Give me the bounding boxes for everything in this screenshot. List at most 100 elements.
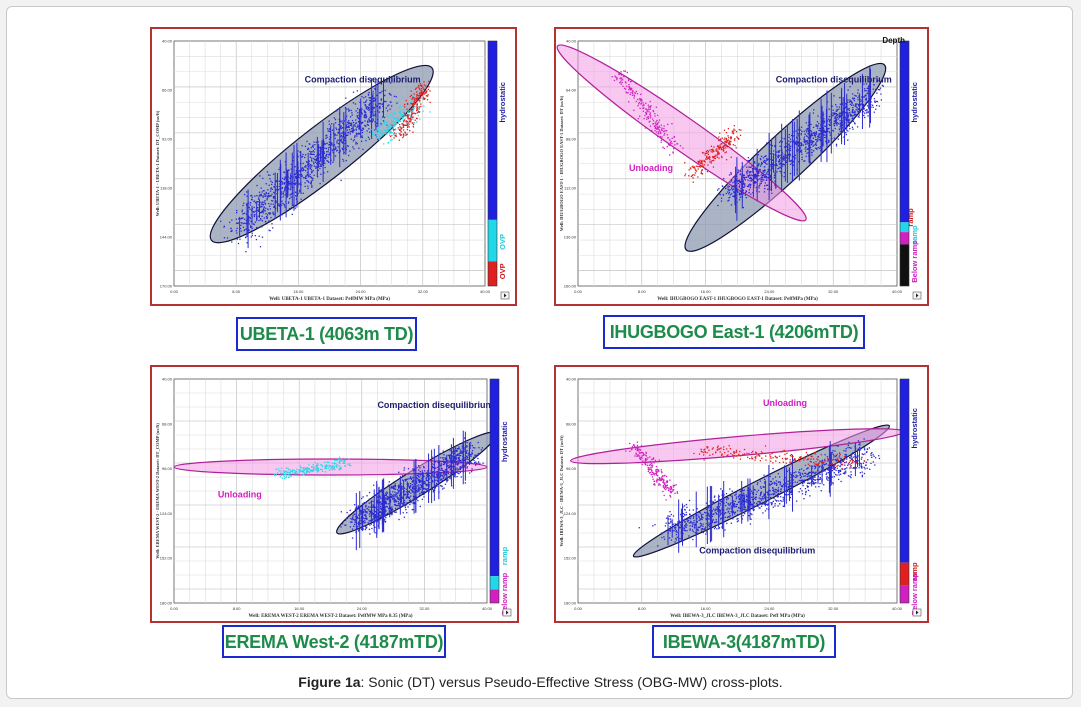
color-scale-bar bbox=[487, 40, 498, 287]
annotation-label: Unloading bbox=[629, 163, 673, 173]
annotation-label: Compaction disequilibrium bbox=[377, 400, 493, 410]
y-axis-label: Well: EREMA WEST-2 - EREMA WEST-2 Datase… bbox=[155, 423, 160, 559]
scale-label: OVP bbox=[498, 263, 507, 279]
series-points bbox=[716, 65, 884, 221]
scale-label: ramp bbox=[500, 546, 509, 565]
annotation-label: Compaction disequilibrium bbox=[305, 75, 421, 85]
scale-label: OVP bbox=[498, 234, 507, 250]
x-axis-label: Well: UBETA-1 UBETA-1 Dataset: PeffMW MP… bbox=[269, 297, 390, 302]
x-tick-label: 32.00 bbox=[419, 606, 430, 611]
x-tick-label: 24.00 bbox=[357, 606, 368, 611]
scale-label: hydrostatic bbox=[910, 408, 919, 448]
annotation-label: Compaction disequilibrium bbox=[699, 546, 815, 556]
series-points bbox=[273, 456, 352, 480]
y-tick-label: 88.00 bbox=[566, 137, 577, 142]
x-tick-label: 0.00 bbox=[574, 289, 583, 294]
y-tick-label: 170.00 bbox=[160, 284, 173, 289]
y-tick-label: 68.00 bbox=[566, 421, 577, 426]
x-tick-label: 16.00 bbox=[294, 606, 305, 611]
series-points bbox=[340, 430, 484, 551]
x-tick-label: 40.00 bbox=[892, 606, 903, 611]
y-tick-label: 152.00 bbox=[160, 556, 173, 561]
y-tick-label: 66.00 bbox=[162, 88, 173, 93]
figure-caption: Figure 1a: Sonic (DT) versus Pseudo-Effe… bbox=[0, 674, 1081, 690]
scale-label: hydrostatic bbox=[910, 82, 919, 122]
y-tick-label: 124.00 bbox=[160, 511, 173, 516]
scale-label: Below ramp bbox=[910, 572, 919, 615]
color-scale-bar bbox=[899, 378, 910, 604]
x-tick-label: 40.00 bbox=[482, 606, 493, 611]
y-tick-label: 92.00 bbox=[162, 137, 173, 142]
caption-prefix: Figure 1a bbox=[298, 674, 361, 690]
x-tick-label: 40.00 bbox=[892, 289, 903, 294]
y-tick-label: 64.00 bbox=[566, 88, 577, 93]
x-tick-label: 8.00 bbox=[638, 606, 647, 611]
chevron-right-icon bbox=[916, 610, 919, 615]
chart-panel-ihugbogo-east-1: Compaction disequilibrium Unloading 0.00 8.… bbox=[554, 27, 929, 306]
y-tick-label: 144.00 bbox=[160, 235, 173, 240]
chart-panel-ubeta-1: Compaction disequilibrium 0.00 8.00 16.00 24… bbox=[150, 27, 517, 306]
caption-text: : Sonic (DT) versus Pseudo-Effective Str… bbox=[360, 674, 783, 690]
x-tick-label: 32.00 bbox=[828, 289, 839, 294]
y-tick-label: 40.00 bbox=[566, 377, 577, 382]
x-tick-label: 24.00 bbox=[356, 289, 367, 294]
y-tick-label: 40.00 bbox=[162, 39, 173, 44]
y-axis-label: Well: UBETA-1 - UBETA-1 Dataset: DT_COMP… bbox=[155, 110, 160, 216]
series-points bbox=[693, 445, 866, 470]
series-points bbox=[625, 441, 679, 501]
scale-label: ramp bbox=[906, 208, 915, 227]
series-points bbox=[389, 80, 431, 141]
y-tick-label: 152.00 bbox=[564, 556, 577, 561]
annotation-ellipse-unloading bbox=[173, 458, 488, 476]
x-tick-label: 8.00 bbox=[638, 289, 647, 294]
y-tick-label: 136.00 bbox=[564, 235, 577, 240]
scale-label: hydrostatic bbox=[498, 82, 507, 122]
x-tick-label: 40.00 bbox=[480, 289, 491, 294]
series-points bbox=[611, 70, 684, 156]
series-points bbox=[638, 438, 881, 553]
annotation-label: Unloading bbox=[218, 490, 262, 500]
scale-label: hydrostatic bbox=[500, 422, 509, 462]
chart-svg: Compaction disequilibrium 0.00 8.00 16.00 24… bbox=[155, 39, 510, 302]
scale-label: Below ramp bbox=[500, 572, 509, 615]
annotation-label: Compaction disequilibrium bbox=[776, 75, 892, 85]
chart-title-ihugbogo-east-1: IHUGBOGO East-1 (4206mTD) bbox=[603, 315, 865, 349]
x-tick-label: 24.00 bbox=[764, 289, 775, 294]
chart-title-erema-west-2: EREMA West-2 (4187mTD) bbox=[222, 625, 446, 658]
x-tick-label: 16.00 bbox=[701, 289, 712, 294]
y-tick-label: 96.00 bbox=[566, 466, 577, 471]
y-axis-label: Well: IBEWA-3_JLC - IBEWA-3_JLC Dataset:… bbox=[559, 435, 564, 547]
scale-label: ramp bbox=[910, 225, 919, 244]
chart-title-ibewa-3: IBEWA-3(4187mTD) bbox=[652, 625, 836, 658]
y-tick-label: 112.00 bbox=[564, 186, 577, 191]
grid bbox=[174, 379, 487, 603]
y-tick-label: 180.00 bbox=[564, 601, 577, 606]
x-axis-label: Well: EREMA WEST-2 EREMA WEST-2 Dataset:… bbox=[248, 614, 412, 619]
x-tick-label: 32.00 bbox=[418, 289, 429, 294]
y-tick-label: 40.00 bbox=[566, 39, 577, 44]
y-tick-label: 96.00 bbox=[162, 466, 173, 471]
x-tick-label: 24.00 bbox=[764, 606, 775, 611]
y-tick-label: 40.00 bbox=[162, 377, 173, 382]
x-axis-label: Well: IBEWA-3_JLC IBEWA-3_JLC Dataset: P… bbox=[670, 614, 805, 619]
chart-svg: Compaction disequilibrium Unloading 0.00 8.… bbox=[155, 377, 512, 619]
x-tick-label: 8.00 bbox=[233, 606, 242, 611]
y-tick-label: 68.00 bbox=[162, 421, 173, 426]
y-tick-label: 160.00 bbox=[564, 284, 577, 289]
y-axis-label: Well: IHUGBOGO EAST-1 - IHUGBOGO EAST-1 … bbox=[559, 95, 564, 231]
chart-panel-erema-west-2: Compaction disequilibrium Unloading 0.00 8.… bbox=[150, 365, 519, 623]
chevron-right-icon bbox=[506, 610, 509, 615]
y-tick-label: 124.00 bbox=[564, 511, 577, 516]
legend-title: Depth bbox=[882, 36, 905, 45]
x-tick-label: 16.00 bbox=[293, 289, 304, 294]
scale-label: ramp bbox=[910, 562, 919, 581]
chevron-right-icon bbox=[504, 293, 507, 298]
x-tick-label: 32.00 bbox=[828, 606, 839, 611]
series-points bbox=[219, 78, 398, 253]
x-tick-label: 0.00 bbox=[170, 606, 179, 611]
chart-svg: Compaction disequilibrium Unloading 0.00 8.… bbox=[556, 36, 922, 302]
chart-svg: Compaction disequilibrium Unloading 0.00 8.… bbox=[559, 377, 922, 619]
x-tick-label: 0.00 bbox=[574, 606, 583, 611]
annotation-label: Unloading bbox=[763, 398, 807, 408]
x-axis-label: Well: IHUGBOGO EAST-1 IHUGBOGO EAST-1 Da… bbox=[657, 297, 818, 302]
